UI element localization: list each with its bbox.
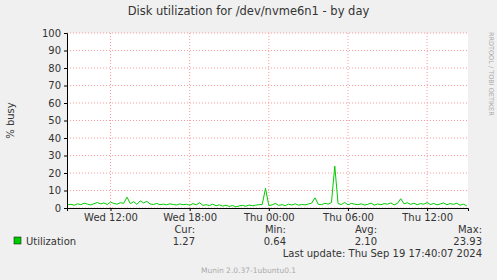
y-tick-mark bbox=[64, 173, 67, 174]
grid-line bbox=[67, 138, 468, 139]
background bbox=[0, 0, 497, 280]
x-tick: Thu 12:00 bbox=[401, 208, 453, 223]
y-tick-mark bbox=[64, 208, 67, 209]
grid-line bbox=[427, 33, 428, 208]
grid-line bbox=[67, 120, 468, 121]
x-axis-line bbox=[68, 209, 469, 212]
y-tick: 60 bbox=[48, 98, 67, 109]
y-tick-mark bbox=[64, 86, 67, 87]
x-tick: Wed 18:00 bbox=[163, 208, 217, 223]
y-tick-label: 60 bbox=[48, 98, 61, 109]
legend-swatch bbox=[14, 237, 21, 244]
y-tick: 40 bbox=[48, 133, 67, 144]
y-axis: 0 10 20 30 40 50 60 70 80 90 100 bbox=[42, 28, 68, 214]
footer: Munin 2.0.37-1ubuntu0.1 bbox=[201, 266, 296, 275]
legend-label: Utilization bbox=[26, 236, 76, 247]
grid-line bbox=[268, 33, 269, 208]
stat-value: 0.64 bbox=[264, 236, 286, 247]
y-tick-label: 0 bbox=[55, 203, 61, 214]
grid bbox=[67, 33, 468, 208]
x-tick-mark bbox=[190, 208, 191, 211]
x-tick-mark bbox=[348, 208, 349, 211]
x-tick-mark bbox=[269, 208, 270, 211]
x-tick-label: Wed 12:00 bbox=[84, 212, 138, 223]
y-axis-line bbox=[64, 34, 68, 209]
y-tick-label: 90 bbox=[48, 45, 61, 56]
stat-header: Avg: bbox=[355, 224, 377, 235]
y-tick-mark bbox=[64, 51, 67, 52]
y-tick: 70 bbox=[48, 80, 67, 91]
y-tick-label: 80 bbox=[48, 63, 61, 74]
y-tick: 10 bbox=[48, 185, 67, 196]
x-tick-label: Thu 06:00 bbox=[322, 212, 374, 223]
grid-line bbox=[347, 33, 348, 208]
y-tick: 80 bbox=[48, 63, 67, 74]
chart: Disk utilization for /dev/nvme6n1 - by d… bbox=[0, 0, 497, 280]
x-tick: Wed 12:00 bbox=[84, 208, 138, 223]
y-tick-label: 70 bbox=[48, 80, 61, 91]
stat-value: 1.27 bbox=[173, 236, 195, 247]
title: Disk utilization for /dev/nvme6n1 - by d… bbox=[128, 4, 370, 18]
x-tick: Thu 06:00 bbox=[322, 208, 374, 223]
stat-header: Cur: bbox=[174, 224, 195, 235]
y-tick: 20 bbox=[48, 168, 67, 179]
grid-line bbox=[67, 50, 468, 51]
y-tick-label: 20 bbox=[48, 168, 61, 179]
x-tick-label: Thu 00:00 bbox=[243, 212, 295, 223]
x-tick-label: Thu 12:00 bbox=[401, 212, 453, 223]
grid-line bbox=[110, 33, 111, 208]
y-tick-label: 50 bbox=[48, 115, 61, 126]
y-tick-label: 40 bbox=[48, 133, 61, 144]
last-update: Last update: Thu Sep 19 17:40:07 2024 bbox=[283, 248, 482, 259]
y-tick-mark bbox=[64, 191, 67, 192]
grid-line bbox=[67, 155, 468, 156]
y-tick-mark bbox=[64, 33, 67, 34]
y-tick: 0 bbox=[55, 203, 67, 214]
series-line bbox=[68, 166, 467, 207]
x-tick: Thu 00:00 bbox=[243, 208, 295, 223]
y-tick: 90 bbox=[48, 45, 67, 56]
y-tick-label: 100 bbox=[42, 28, 61, 39]
watermark: RRDTOOL / TOBI OETIKER bbox=[487, 32, 495, 116]
y-tick-label: 30 bbox=[48, 150, 61, 161]
y-tick: 100 bbox=[42, 28, 67, 39]
stat-header: Max: bbox=[458, 224, 482, 235]
y-tick-label: 10 bbox=[48, 185, 61, 196]
plot-area bbox=[68, 166, 467, 207]
y-tick-mark bbox=[64, 156, 67, 157]
stat-value: 2.10 bbox=[355, 236, 377, 247]
grid-line bbox=[67, 103, 468, 104]
x-tick-mark bbox=[427, 208, 428, 211]
x-tick-mark bbox=[111, 208, 112, 211]
y-tick-mark bbox=[64, 121, 67, 122]
grid-line bbox=[67, 173, 468, 174]
y-tick: 50 bbox=[48, 115, 67, 126]
stat-header: Min: bbox=[265, 224, 286, 235]
y-tick-mark bbox=[64, 68, 67, 69]
grid-line bbox=[67, 33, 468, 34]
plot-background bbox=[67, 33, 468, 208]
y-axis-title: % busy bbox=[5, 102, 16, 139]
grid-line bbox=[67, 190, 468, 191]
x-axis: Wed 12:00 Wed 18:00 Thu 00:00 Thu 06:00 Thu … bbox=[68, 208, 469, 223]
x-tick-label: Wed 18:00 bbox=[163, 212, 217, 223]
y-tick: 30 bbox=[48, 150, 67, 161]
stat-value: 23.93 bbox=[453, 236, 482, 247]
grid-line bbox=[67, 68, 468, 69]
grid-line bbox=[67, 85, 468, 86]
grid-line bbox=[189, 33, 190, 208]
y-tick-mark bbox=[64, 103, 67, 104]
y-tick-mark bbox=[64, 138, 67, 139]
